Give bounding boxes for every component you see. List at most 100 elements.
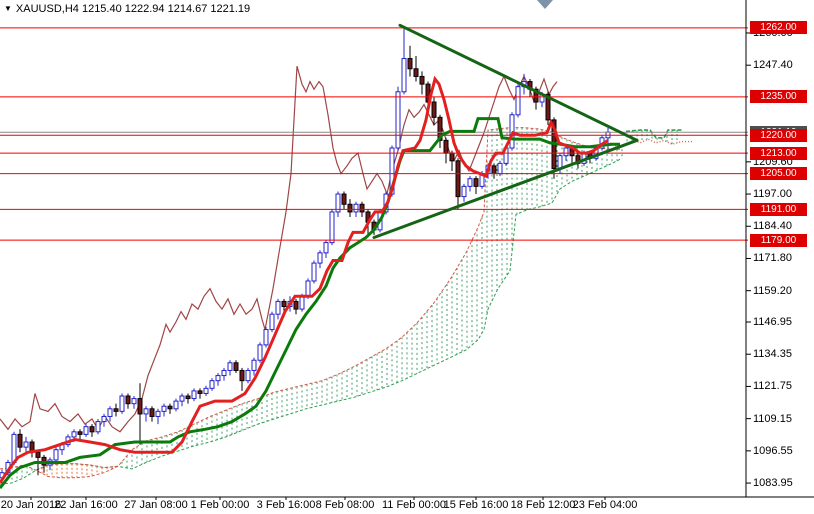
candle-bear-body: [113, 408, 119, 412]
candle-bear-body: [533, 88, 539, 103]
candle-bull-body: [335, 193, 341, 213]
senkou-span-a-line: [0, 127, 622, 479]
level-price-badge: 1213.00: [750, 146, 807, 160]
candle-bull-body: [119, 395, 125, 412]
candle-bull-body: [107, 408, 113, 417]
level-price-badge: 1191.00: [750, 202, 807, 216]
time-axis-label: 15 Feb 16:00: [443, 499, 509, 511]
price-axis-label: 1146.95: [753, 316, 792, 328]
candle-bull-body: [53, 449, 59, 461]
candle-bull-body: [275, 300, 281, 315]
candle-bear-body: [167, 405, 173, 410]
candle-bear-body: [407, 58, 413, 70]
candle-bull-body: [353, 203, 359, 213]
descending-trendline[interactable]: [398, 23, 639, 142]
candle-bear-body: [431, 101, 437, 118]
candle-bear-body: [239, 369, 245, 382]
candle-bear-body: [443, 139, 449, 154]
level-price-badge: 1179.00: [750, 233, 807, 247]
tenkan-sen-line: [0, 75, 609, 484]
candle-bull-body: [23, 441, 29, 448]
time-axis-label: 23 Feb 04:00: [572, 499, 638, 511]
candle-bear-body: [281, 300, 287, 308]
candle-bull-body: [143, 408, 149, 415]
price-axis-label: 1159.20: [753, 284, 792, 297]
candle-bear-body: [125, 395, 131, 405]
candle-bull-body: [263, 329, 269, 346]
price-axis-label: 1197.00: [753, 188, 792, 201]
senkou-span-b-bearish-segment: [35, 463, 119, 471]
candle-bear-body: [35, 451, 41, 458]
candle-bull-body: [215, 375, 221, 382]
level-price-badge: 1262.00: [750, 21, 807, 35]
chart-menu-arrow-icon[interactable]: ▼: [4, 4, 12, 13]
time-axis-label: 3 Feb 16:00: [256, 499, 316, 511]
time-axis-label: 18 Feb 12:00: [510, 499, 576, 511]
candle-bull-body: [245, 369, 251, 382]
candle-bull-body: [173, 400, 179, 410]
candle-bull-body: [203, 387, 209, 394]
candle-bull-body: [95, 421, 101, 433]
candle-bull-body: [71, 431, 77, 438]
candle-bull-body: [251, 359, 257, 371]
candle-bear-body: [17, 433, 23, 448]
candle-bear-body: [491, 165, 497, 175]
candle-bull-body: [101, 415, 107, 423]
candle-bull-body: [497, 162, 503, 175]
candle-bull-body: [395, 91, 401, 149]
time-axis-label: 1 Feb 00:00: [190, 499, 250, 511]
senkou-span-b-line: [0, 157, 623, 485]
candle-bull-body: [467, 178, 473, 187]
candle-bear-body: [233, 362, 239, 371]
price-axis-label: 1171.80: [753, 252, 792, 265]
candle-bear-body: [455, 160, 461, 198]
candle-bull-body: [317, 252, 323, 264]
candle-bear-body: [449, 152, 455, 162]
candle-bull-body: [209, 380, 215, 389]
candle-bear-body: [419, 75, 425, 85]
candle-bear-body: [89, 426, 95, 433]
time-axis-label: 8 Feb 08:00: [315, 499, 375, 511]
candle-bull-body: [299, 295, 305, 310]
candle-bear-body: [185, 395, 191, 400]
candle-bull-body: [11, 433, 17, 463]
candle-bull-body: [461, 185, 467, 198]
candle-bull-body: [563, 147, 569, 157]
candle-bear-body: [197, 390, 203, 394]
candle-bull-body: [515, 86, 521, 116]
level-price-badge: 1220.00: [750, 128, 807, 142]
future-senkou-top-line: [625, 129, 682, 139]
price-axis-label: 1184.40: [753, 220, 792, 233]
candle-bull-body: [329, 211, 335, 244]
candle-bull-body: [179, 395, 185, 402]
time-axis-label: 11 Feb 00:00: [381, 499, 447, 511]
candle-bull-body: [227, 362, 233, 371]
chart-shift-marker-icon[interactable]: [537, 0, 553, 9]
candle-bull-body: [131, 398, 137, 405]
candle-bull-body: [191, 390, 197, 400]
time-axis-label: 22 Jan 16:00: [54, 499, 118, 511]
candle-bull-body: [221, 369, 227, 377]
candle-bull-body: [311, 262, 317, 282]
candle-bull-body: [401, 58, 407, 93]
ascending-trendline[interactable]: [372, 138, 639, 240]
price-axis-label: 1083.95: [753, 477, 793, 490]
price-axis-label: 1109.15: [753, 412, 792, 425]
price-axis-label: 1096.55: [753, 444, 793, 457]
candle-bull-body: [257, 344, 263, 361]
candle-bear-body: [347, 203, 353, 213]
chart-header: ▼ XAUUSD,H4 1215.40 1222.94 1214.67 1221.…: [4, 3, 250, 15]
candle-bear-body: [137, 398, 143, 415]
price-axis-label: 1247.40: [753, 59, 793, 72]
candle-bull-body: [155, 410, 161, 417]
candle-bull-body: [305, 280, 311, 297]
candle-bear-body: [413, 68, 419, 77]
candle-bull-body: [557, 155, 563, 169]
candle-bear-body: [473, 178, 479, 187]
time-axis-label: 20 Jan 2016: [0, 499, 62, 511]
candle-bear-body: [545, 93, 551, 121]
chikou-span-line: [0, 66, 558, 433]
level-price-badge: 1205.00: [750, 167, 807, 181]
price-axis-label: 1134.35: [753, 348, 792, 361]
